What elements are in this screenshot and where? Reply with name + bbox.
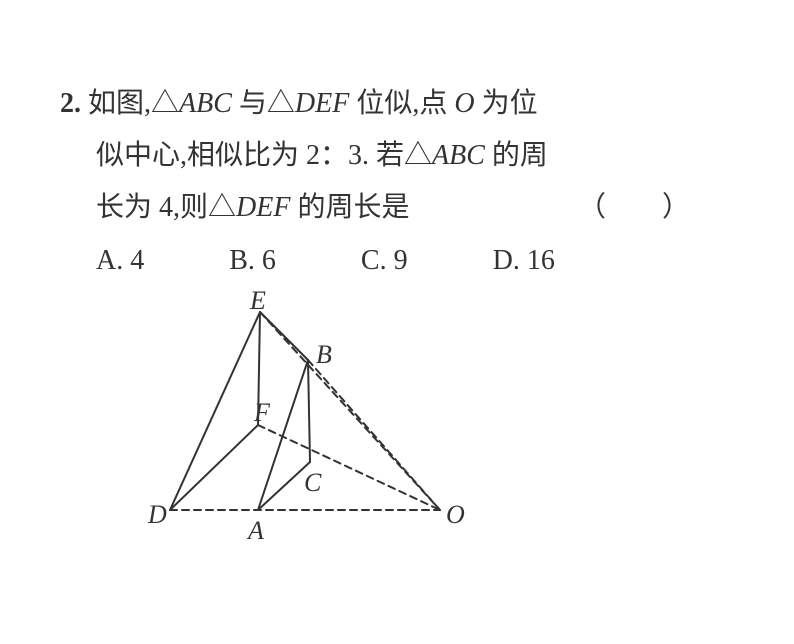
triangle-def-2: DEF: [236, 192, 290, 223]
text-segment: 为位: [475, 88, 538, 119]
option-c: C. 9: [361, 235, 408, 287]
text-segment: 如图,△: [81, 88, 179, 119]
text-segment: 与△: [232, 88, 295, 119]
geometry-diagram: EBFCDAO: [150, 300, 480, 560]
triangle-abc: ABC: [179, 88, 232, 119]
vertex-label-o: O: [446, 500, 465, 530]
vertex-label-c: C: [304, 468, 321, 498]
option-d: D. 16: [493, 235, 555, 287]
text-segment: 长为 4,则△: [96, 192, 236, 223]
question-container: 2. 如图,△ABC 与△DEF 位似,点 O 为位 似中心,相似比为 2：3.…: [60, 78, 720, 287]
text-segment: 的周长是: [290, 192, 409, 223]
triangle-def: DEF: [295, 88, 349, 119]
question-line-3: 长为 4,则△DEF 的周长是 （ ）: [60, 182, 720, 234]
question-line-1: 2. 如图,△ABC 与△DEF 位似,点 O 为位: [60, 78, 720, 130]
vertex-label-f: F: [254, 398, 270, 428]
vertex-label-d: D: [148, 500, 167, 530]
point-o: O: [454, 88, 474, 119]
option-b: B. 6: [229, 235, 276, 287]
question-text: 2. 如图,△ABC 与△DEF 位似,点 O 为位 似中心,相似比为 2：3.…: [60, 78, 720, 287]
option-a: A. 4: [96, 235, 144, 287]
vertex-label-b: B: [316, 340, 332, 370]
vertex-label-a: A: [248, 516, 264, 546]
question-line-2: 似中心,相似比为 2：3. 若△ABC 的周: [60, 130, 720, 182]
text-segment: 位似,点: [349, 88, 454, 119]
vertex-label-e: E: [250, 286, 266, 316]
triangle-abc-2: ABC: [432, 140, 485, 171]
question-number: 2.: [60, 88, 81, 119]
answer-blank: （ ）: [578, 182, 690, 234]
text-segment: 似中心,相似比为 2：3. 若△: [96, 140, 432, 171]
options-row: A. 4 B. 6 C. 9 D. 16: [60, 235, 720, 287]
text-segment: 的周: [485, 140, 548, 171]
diagram-svg: [150, 300, 480, 560]
